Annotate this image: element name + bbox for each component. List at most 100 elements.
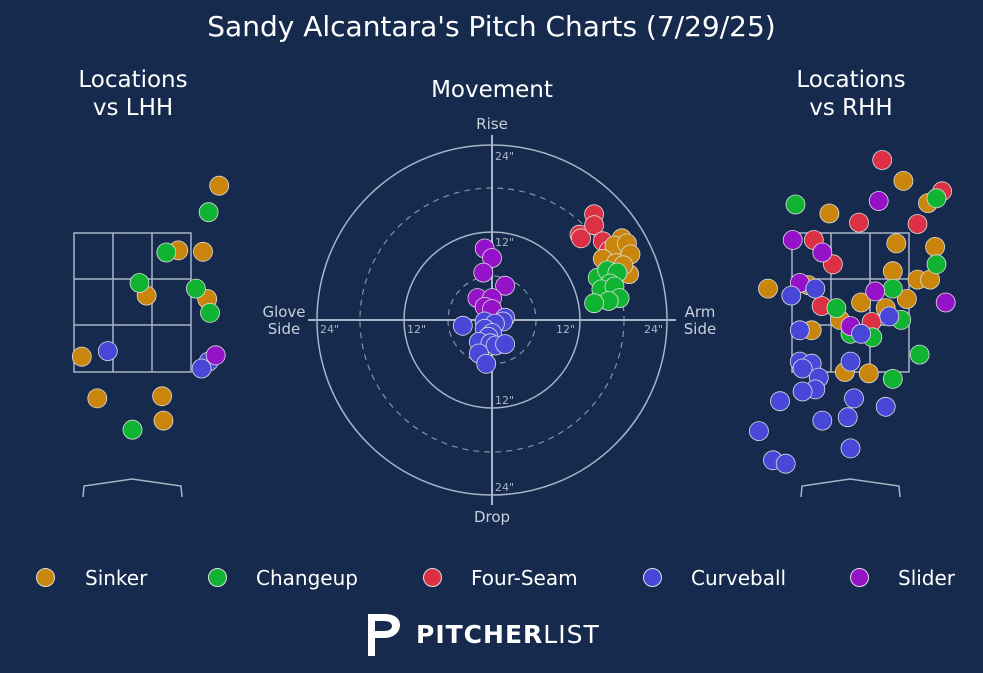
lhh-point-sinker xyxy=(152,386,173,407)
movement-axis-labels: Rise Drop Glove Side Arm Side xyxy=(262,115,716,526)
movement-chart: 24" 12" 12" 24" 24" 12" 12" 24" Rise Dro… xyxy=(262,115,716,526)
page-title: Sandy Alcantara's Pitch Charts (7/29/25) xyxy=(207,10,776,43)
rhh-point-curveball xyxy=(844,388,864,409)
pitcherlist-wordmark: PITCHERLIST xyxy=(416,620,600,649)
rhh-title-line2: vs RHH xyxy=(809,95,893,121)
rhh-point-curveball xyxy=(792,381,813,402)
ring-label-top-12: 12" xyxy=(495,236,514,249)
movement-point-slider xyxy=(495,275,516,296)
rhh-point-curveball xyxy=(749,421,769,442)
rhh-point-sinker xyxy=(925,236,945,257)
lhh-point-changeup xyxy=(200,302,220,323)
lhh-home-plate xyxy=(82,478,183,498)
rhh-point-slider xyxy=(935,292,956,313)
movement-ring-labels: 24" 12" 12" 24" 24" 12" 12" 24" xyxy=(320,150,663,494)
rhh-point-curveball xyxy=(770,391,790,412)
rhh-point-sinker xyxy=(851,292,871,313)
pitcherlist-logo: PITCHERLIST xyxy=(364,612,604,658)
rhh-point-curveball xyxy=(789,320,810,341)
rhh-panel-title: Locations vs RHH xyxy=(751,66,951,122)
rhh-point-curveball xyxy=(875,396,896,417)
movement-label-drop: Drop xyxy=(474,508,510,526)
logo-bold-text: PITCHER xyxy=(416,620,544,649)
movement-point-slider xyxy=(482,248,502,268)
rhh-point-changeup xyxy=(909,344,930,365)
rhh-point-curveball xyxy=(840,438,861,459)
ring-label-left-24: 24" xyxy=(320,323,339,336)
legend-marker-curveball xyxy=(643,568,662,587)
movement-point-curveball xyxy=(495,334,516,355)
movement-point-curveball xyxy=(476,353,497,374)
rhh-pitch-points xyxy=(749,150,956,474)
rhh-point-sinker xyxy=(886,233,907,254)
rhh-point-slider xyxy=(868,191,889,211)
rhh-point-curveball xyxy=(781,285,802,306)
lhh-pitch-points xyxy=(71,175,230,440)
lhh-point-changeup xyxy=(198,202,219,223)
ring-label-right-12: 12" xyxy=(556,323,575,336)
rhh-point-four-seam xyxy=(849,212,869,233)
rhh-point-slider xyxy=(865,281,886,302)
rhh-location-chart xyxy=(749,150,956,498)
rhh-point-sinker xyxy=(758,278,778,299)
rhh-point-changeup xyxy=(926,188,947,209)
rhh-point-curveball xyxy=(840,351,861,372)
movement-label-rise: Rise xyxy=(476,115,508,133)
movement-point-four-seam xyxy=(584,215,604,236)
rhh-point-curveball xyxy=(837,407,858,428)
logo-light-text: LIST xyxy=(543,620,600,649)
movement-label-arm-1: Arm xyxy=(685,303,716,321)
movement-label-glove-2: Side xyxy=(268,320,300,338)
lhh-title-line1: Locations xyxy=(78,67,188,93)
legend-label-four-seam: Four-Seam xyxy=(471,566,578,590)
ring-label-left-12: 12" xyxy=(407,323,426,336)
rhh-point-curveball xyxy=(775,453,796,474)
rhh-point-sinker xyxy=(897,289,917,309)
lhh-panel-title: Locations vs LHH xyxy=(33,66,233,122)
rhh-point-curveball xyxy=(812,410,833,431)
ring-label-top-24: 24" xyxy=(495,150,514,163)
rhh-point-curveball xyxy=(792,358,813,379)
rhh-point-sinker xyxy=(893,170,914,191)
rhh-point-sinker xyxy=(882,261,903,282)
rhh-point-four-seam xyxy=(907,214,928,234)
movement-point-changeup xyxy=(584,293,604,314)
movement-point-slider xyxy=(473,262,494,283)
rhh-point-curveball xyxy=(879,306,900,327)
lhh-point-sinker xyxy=(193,241,213,262)
rhh-point-changeup xyxy=(882,278,903,299)
rhh-point-changeup xyxy=(785,194,806,215)
rhh-point-changeup xyxy=(926,254,947,275)
movement-pitch-points xyxy=(452,204,641,374)
legend-label-changeup: Changeup xyxy=(256,566,358,590)
lhh-point-changeup xyxy=(122,419,143,440)
lhh-point-sinker xyxy=(71,346,92,367)
ring-label-right-24: 24" xyxy=(644,323,663,336)
movement-label-glove-1: Glove xyxy=(262,303,305,321)
pitcherlist-p-icon xyxy=(368,614,400,656)
rhh-title-line1: Locations xyxy=(796,67,906,93)
movement-point-curveball xyxy=(452,315,473,336)
rhh-point-changeup xyxy=(882,368,903,389)
rhh-point-sinker xyxy=(819,203,840,224)
ring-label-bottom-24: 24" xyxy=(495,481,514,494)
rhh-home-plate xyxy=(800,478,901,498)
lhh-point-slider xyxy=(205,345,226,366)
rhh-point-slider xyxy=(782,230,803,250)
rhh-point-changeup xyxy=(826,298,847,319)
legend-label-curveball: Curveball xyxy=(691,566,787,590)
lhh-point-changeup xyxy=(185,278,206,299)
lhh-point-changeup xyxy=(129,273,150,293)
legend-label-sinker: Sinker xyxy=(85,566,148,590)
legend-marker-sinker xyxy=(36,568,55,587)
rhh-point-four-seam xyxy=(872,150,893,170)
movement-point-four-seam xyxy=(571,228,591,249)
legend-marker-four-seam xyxy=(423,568,442,587)
lhh-point-curveball xyxy=(97,341,118,362)
legend-label-slider: Slider xyxy=(898,566,956,590)
ring-label-bottom-12: 12" xyxy=(495,394,514,407)
rhh-point-curveball xyxy=(805,278,826,299)
legend-marker-changeup xyxy=(208,568,227,587)
lhh-title-line2: vs LHH xyxy=(92,95,174,121)
